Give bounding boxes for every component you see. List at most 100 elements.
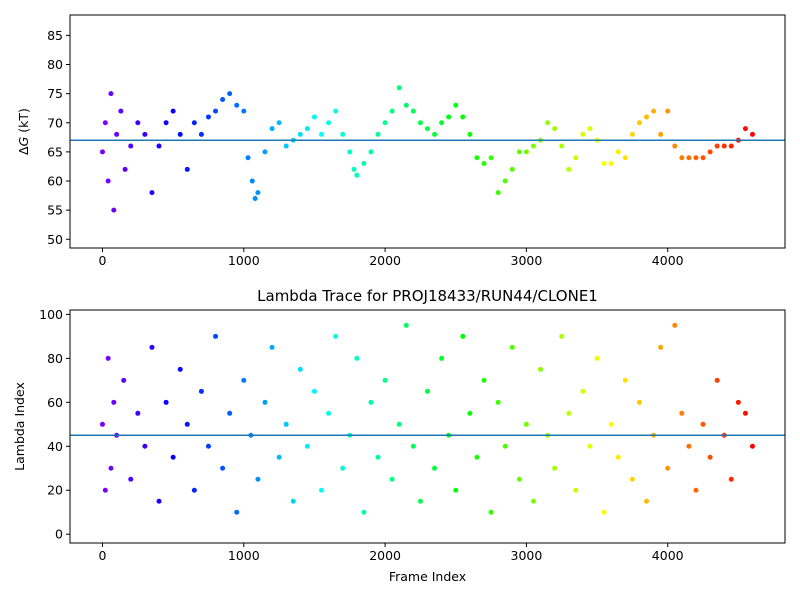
delta-g-point [467, 131, 473, 137]
delta-g-point [686, 155, 692, 161]
lambda-x-tick-label: 0 [99, 548, 107, 563]
delta-g-y-tick-label: 85 [47, 28, 63, 43]
delta-g-point [644, 114, 650, 120]
delta-g-point [742, 126, 748, 132]
lambda-point [368, 399, 374, 405]
delta-g-point [545, 120, 551, 126]
lambda-chart-title: Lambda Trace for PROJ18433/RUN44/CLONE1 [257, 287, 598, 305]
lambda-point [580, 388, 586, 394]
lambda-point [105, 355, 111, 361]
lambda-point [389, 476, 395, 482]
lambda-point [566, 410, 572, 416]
delta-g-point [530, 143, 536, 149]
delta-g-point [516, 149, 522, 155]
delta-g-point [198, 131, 204, 137]
lambda-point [629, 476, 635, 482]
delta-g-point [122, 166, 128, 172]
lambda-panel: Lambda Trace for PROJ18433/RUN44/CLONE1 … [12, 287, 786, 584]
delta-g-point [354, 172, 360, 178]
delta-g-point [283, 143, 289, 149]
lambda-point [184, 421, 190, 427]
lambda-point [474, 454, 480, 460]
delta-g-point [453, 102, 459, 108]
delta-g-point [396, 85, 402, 91]
delta-g-point [108, 91, 114, 97]
lambda-point [135, 410, 141, 416]
lambda-point [311, 388, 317, 394]
delta-g-point [403, 102, 409, 108]
lambda-x-axis-label: Frame Index [389, 569, 466, 584]
lambda-point [319, 487, 325, 493]
lambda-point [198, 388, 204, 394]
lambda-point [453, 487, 459, 493]
lambda-point [735, 399, 741, 405]
lambda-point [460, 333, 466, 339]
lambda-point [502, 443, 508, 449]
lambda-point [170, 454, 176, 460]
delta-g-point [425, 126, 430, 132]
delta-g-point [326, 120, 332, 126]
lambda-point [615, 454, 621, 460]
delta-g-point [255, 190, 261, 196]
delta-g-point [728, 143, 734, 149]
delta-g-y-ticks: 50 55 60 65 70 75 80 85 [47, 28, 70, 247]
delta-g-point [410, 108, 416, 114]
lambda-point [354, 355, 360, 361]
delta-g-point [114, 131, 120, 137]
delta-g-point [552, 126, 558, 132]
lambda-point [304, 443, 310, 449]
lambda-point [644, 498, 650, 504]
lambda-point [276, 454, 282, 460]
delta-g-point [128, 143, 134, 149]
delta-g-point [135, 120, 141, 126]
delta-g-point [601, 161, 607, 167]
delta-g-y-tick-label: 75 [47, 86, 63, 101]
delta-g-point [389, 108, 395, 114]
delta-g-point [368, 149, 374, 155]
lambda-y-tick-label: 20 [47, 483, 63, 498]
lambda-point [340, 465, 346, 471]
delta-g-point [651, 108, 657, 114]
lambda-x-tick-label: 1000 [228, 548, 260, 563]
lambda-point [495, 399, 501, 405]
lambda-point [728, 476, 734, 482]
delta-g-point [488, 155, 494, 161]
delta-g-point [213, 108, 219, 114]
delta-g-point [249, 178, 255, 184]
delta-g-point [142, 131, 148, 137]
lambda-point [111, 399, 117, 405]
delta-g-point [347, 149, 353, 155]
delta-g-point [227, 91, 233, 97]
lambda-y-tick-label: 100 [39, 307, 63, 322]
lambda-point [142, 443, 148, 449]
delta-g-point [241, 108, 247, 114]
lambda-point [375, 454, 381, 460]
lambda-point [156, 498, 162, 504]
delta-g-x-tick-label: 4000 [652, 253, 684, 268]
lambda-point [102, 487, 108, 493]
lambda-point [361, 509, 367, 515]
lambda-point [290, 498, 296, 504]
delta-g-x-tick-label: 3000 [511, 253, 543, 268]
lambda-point [601, 509, 607, 515]
delta-g-point [629, 131, 635, 137]
delta-g-point [750, 131, 755, 137]
lambda-point [742, 410, 748, 416]
delta-g-point [351, 166, 357, 172]
lambda-point [714, 377, 720, 383]
delta-g-y-tick-label: 60 [47, 174, 63, 189]
delta-g-point [481, 161, 487, 167]
lambda-y-tick-label: 40 [47, 439, 63, 454]
lambda-point [262, 399, 268, 405]
delta-g-point [297, 131, 303, 137]
delta-g-point [184, 166, 190, 172]
lambda-point [220, 465, 226, 471]
delta-g-point [700, 155, 706, 161]
delta-g-panel: 0 1000 2000 3000 4000 50 55 60 65 70 75 80 85 ΔG (k… [16, 14, 786, 268]
lambda-point [672, 322, 678, 328]
delta-g-point [276, 120, 282, 126]
lambda-point [403, 322, 409, 328]
lambda-point [608, 421, 614, 427]
delta-g-point [269, 126, 275, 132]
delta-g-point [573, 155, 579, 161]
